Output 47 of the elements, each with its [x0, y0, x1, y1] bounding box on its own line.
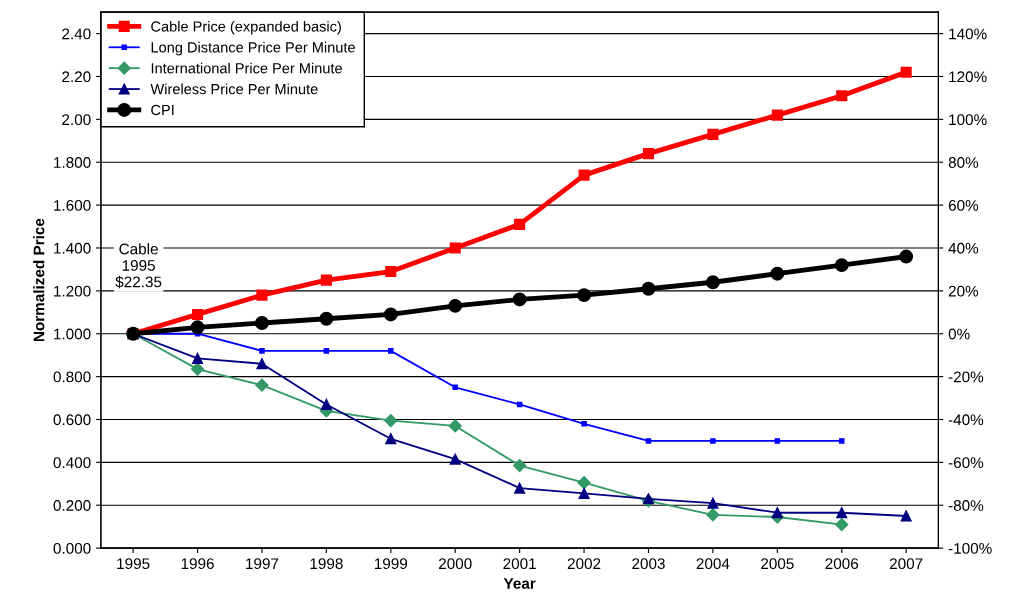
- y2-tick-label: -40%: [948, 414, 984, 426]
- y-axis-title: Normalized Price: [33, 218, 45, 342]
- x-axis-title: Year: [503, 578, 536, 589]
- x-tick-label: 2006: [825, 558, 859, 570]
- x-tick-label: 1996: [181, 558, 214, 570]
- annotation: Cable 1995 $22.35: [115, 243, 162, 289]
- y2-tick-label: 20%: [948, 285, 979, 297]
- x-tick-label: 2003: [632, 558, 665, 570]
- x-tick-label: 2002: [567, 558, 601, 570]
- x-tick-label: 1995: [117, 558, 150, 570]
- legend-label: Cable Price (expanded basic): [151, 20, 341, 35]
- y-tick-label: 0.200: [53, 500, 91, 511]
- legend-label: Long Distance Price Per Minute: [151, 41, 355, 56]
- y2-tick-label: -20%: [948, 371, 984, 383]
- y-tick-label: 1.800: [54, 157, 91, 168]
- y2-tick-label: 120%: [949, 71, 987, 83]
- y2-tick-label: -60%: [948, 457, 984, 469]
- y-tick-label: 2.40: [62, 28, 91, 40]
- y2-tick-label: 40%: [948, 242, 979, 254]
- x-tick-label: 2001: [503, 558, 536, 570]
- y-tick-label: 0.800: [53, 371, 91, 383]
- y-tick-label: 0.000: [53, 542, 91, 554]
- x-tick-label: 2004: [696, 558, 730, 570]
- x-tick-label: 1997: [246, 558, 279, 570]
- x-tick-label: 1999: [374, 558, 408, 570]
- y-tick-label: 0.400: [53, 457, 91, 469]
- y2-tick-label: 140%: [949, 28, 987, 40]
- y-tick-label: 1.400: [54, 242, 91, 254]
- y2-tick-label: 80%: [948, 157, 979, 168]
- y2-tick-label: 100%: [949, 114, 987, 126]
- y-tick-label: 1.600: [54, 199, 91, 211]
- y-tick-label: 2.00: [62, 114, 91, 126]
- y-tick-label: 0.600: [53, 414, 91, 426]
- x-tick-label: 1998: [310, 558, 343, 570]
- legend-label: CPI: [151, 104, 174, 116]
- legend-label: International Price Per Minute: [151, 62, 342, 74]
- y-tick-label: 2.20: [62, 71, 91, 83]
- y2-tick-label: 0%: [948, 328, 970, 340]
- y2-tick-label: 60%: [948, 199, 979, 211]
- y-tick-label: 1.000: [54, 328, 91, 340]
- x-tick-label: 2007: [889, 558, 923, 570]
- y2-tick-label: -100%: [948, 542, 992, 554]
- y2-tick-label: -80%: [948, 500, 984, 511]
- legend-label: Wireless Price Per Minute: [150, 83, 318, 95]
- x-tick-label: 2000: [438, 558, 472, 570]
- y-tick-label: 1.200: [54, 285, 91, 297]
- x-tick-label: 2005: [761, 558, 794, 570]
